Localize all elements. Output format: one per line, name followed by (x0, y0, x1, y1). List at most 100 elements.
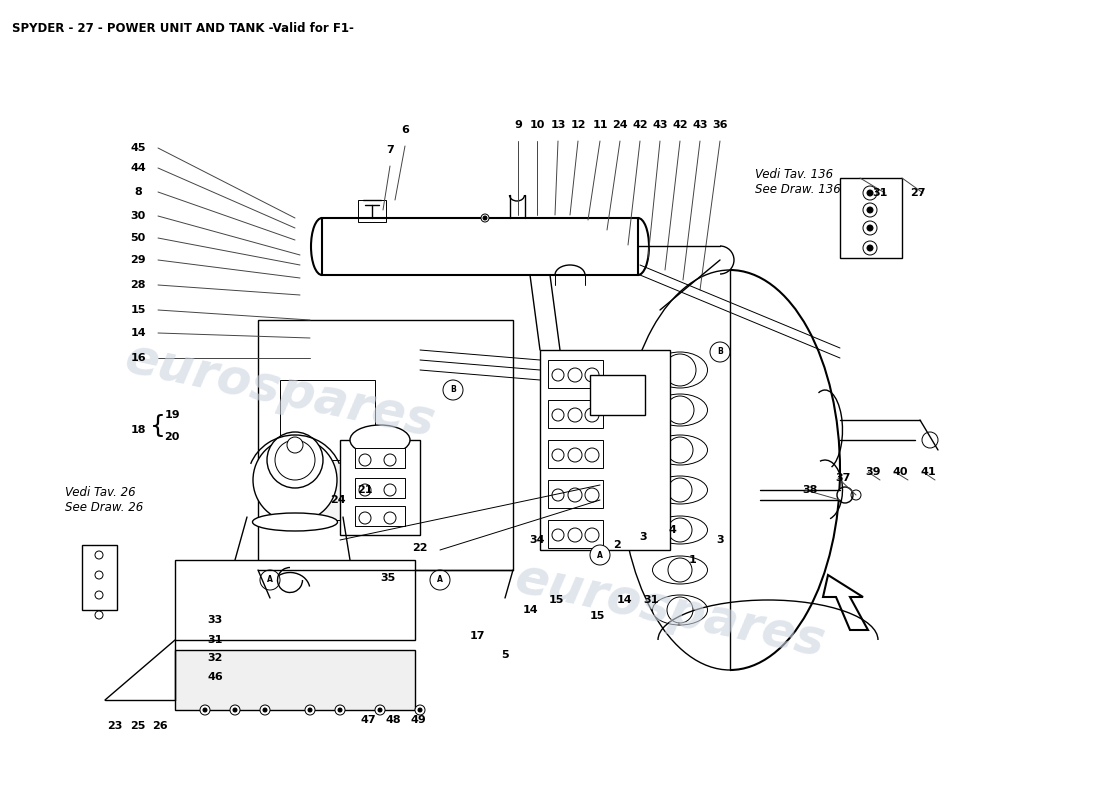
Text: 22: 22 (412, 543, 428, 553)
Text: 31: 31 (872, 188, 888, 198)
Circle shape (667, 597, 693, 623)
Circle shape (667, 437, 693, 463)
Circle shape (233, 708, 236, 712)
Text: 17: 17 (470, 631, 485, 641)
Bar (175, 560, 415, 640)
Text: 34: 34 (529, 535, 544, 545)
Circle shape (922, 432, 938, 448)
Text: 47: 47 (360, 715, 376, 725)
Text: B: B (717, 347, 723, 357)
Bar (355, 448, 405, 468)
Text: 37: 37 (835, 473, 850, 483)
Circle shape (359, 512, 371, 524)
Circle shape (230, 705, 240, 715)
Bar (340, 440, 420, 535)
Bar (258, 320, 513, 570)
Circle shape (305, 705, 315, 715)
Circle shape (443, 380, 463, 400)
Ellipse shape (652, 394, 707, 426)
Ellipse shape (652, 476, 707, 504)
Bar (322, 218, 638, 275)
Bar (82, 545, 117, 610)
Text: A: A (437, 575, 443, 585)
Circle shape (867, 225, 873, 231)
Text: 1: 1 (689, 555, 697, 565)
Text: 15: 15 (130, 305, 145, 315)
Ellipse shape (652, 352, 707, 388)
Text: 10: 10 (529, 120, 544, 130)
Text: B: B (450, 386, 455, 394)
Circle shape (864, 221, 877, 235)
Text: 42: 42 (672, 120, 688, 130)
Circle shape (336, 705, 345, 715)
Bar (548, 520, 603, 548)
Bar (355, 478, 405, 498)
Text: 46: 46 (207, 672, 223, 682)
Bar (540, 350, 670, 550)
Circle shape (430, 570, 450, 590)
Circle shape (204, 708, 207, 712)
Circle shape (664, 354, 696, 386)
Text: 38: 38 (802, 485, 817, 495)
Circle shape (668, 558, 692, 582)
Circle shape (95, 551, 103, 559)
Bar (280, 380, 375, 475)
Text: SPYDER - 27 - POWER UNIT AND TANK -Valid for F1-: SPYDER - 27 - POWER UNIT AND TANK -Valid… (12, 22, 354, 35)
Circle shape (260, 705, 270, 715)
Ellipse shape (253, 513, 338, 531)
Text: 21: 21 (358, 485, 373, 495)
Text: 20: 20 (164, 432, 179, 442)
Text: 24: 24 (330, 495, 345, 505)
Text: 7: 7 (386, 145, 394, 155)
Ellipse shape (350, 425, 410, 455)
Text: 14: 14 (130, 328, 146, 338)
Text: eurospares: eurospares (121, 334, 440, 446)
Circle shape (415, 705, 425, 715)
Bar (548, 360, 603, 388)
Text: A: A (267, 575, 273, 585)
Bar (175, 650, 415, 710)
Text: 13: 13 (550, 120, 565, 130)
Circle shape (481, 214, 490, 222)
Text: 33: 33 (208, 615, 222, 625)
Bar (285, 460, 370, 520)
Circle shape (867, 190, 873, 196)
Text: 39: 39 (866, 467, 881, 477)
Text: 41: 41 (921, 467, 936, 477)
Text: 29: 29 (130, 255, 146, 265)
Circle shape (710, 342, 730, 362)
Bar (548, 440, 603, 468)
Text: 36: 36 (713, 120, 728, 130)
Circle shape (864, 203, 877, 217)
Circle shape (253, 438, 337, 522)
Text: Vedi Tav. 26
See Draw. 26: Vedi Tav. 26 See Draw. 26 (65, 486, 143, 514)
Circle shape (590, 545, 610, 565)
Bar (840, 178, 902, 258)
Circle shape (418, 708, 422, 712)
Text: 14: 14 (522, 605, 538, 615)
Text: 8: 8 (134, 187, 142, 197)
Text: 5: 5 (502, 650, 509, 660)
Circle shape (666, 396, 694, 424)
Text: 18: 18 (130, 425, 145, 435)
Text: 44: 44 (130, 163, 146, 173)
Text: 12: 12 (570, 120, 585, 130)
Text: 3: 3 (639, 532, 647, 542)
Text: 30: 30 (131, 211, 145, 221)
Ellipse shape (652, 595, 707, 625)
Ellipse shape (652, 435, 707, 465)
Text: 25: 25 (130, 721, 145, 731)
Bar (590, 375, 645, 415)
Ellipse shape (652, 516, 707, 544)
Text: 19: 19 (164, 410, 179, 420)
Text: 27: 27 (911, 188, 926, 198)
Text: 45: 45 (130, 143, 145, 153)
Circle shape (287, 437, 303, 453)
Circle shape (384, 484, 396, 496)
Text: Vedi Tav. 136
See Draw. 136: Vedi Tav. 136 See Draw. 136 (755, 168, 840, 196)
Circle shape (263, 708, 267, 712)
Text: 40: 40 (892, 467, 907, 477)
Text: {: { (150, 414, 166, 438)
Circle shape (483, 216, 487, 220)
Text: 16: 16 (130, 353, 146, 363)
